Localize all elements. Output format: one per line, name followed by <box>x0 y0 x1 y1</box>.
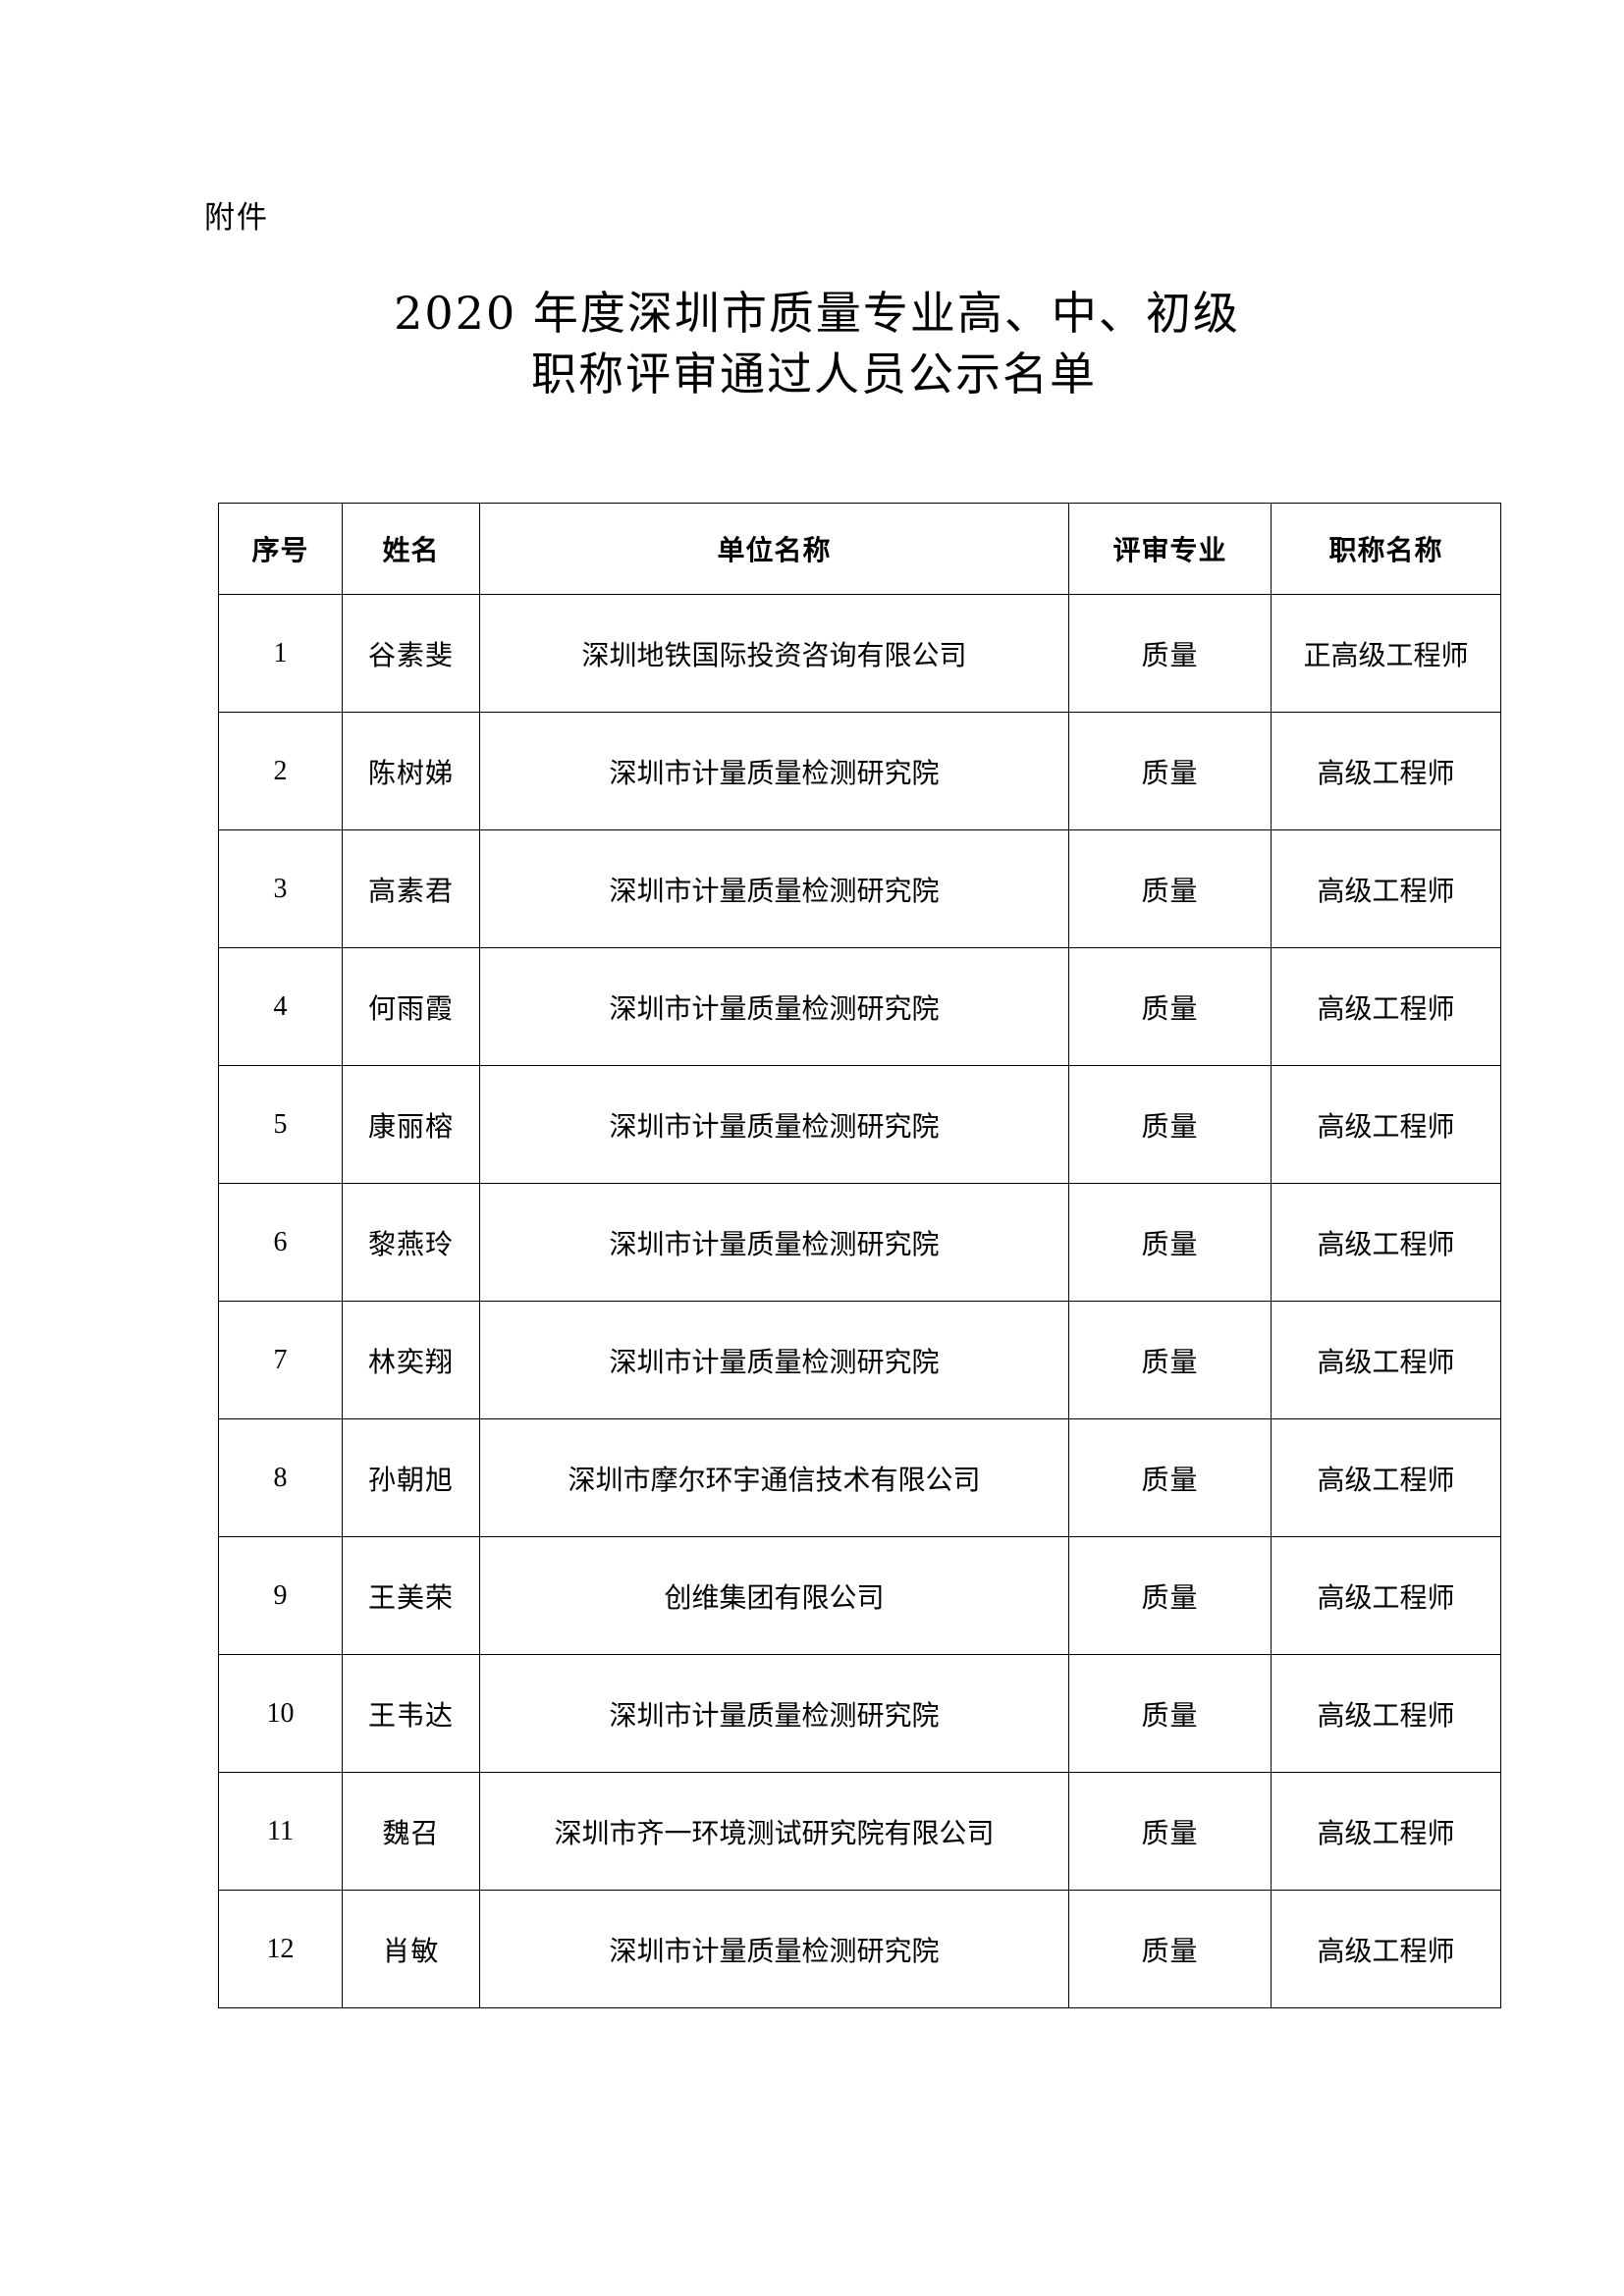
cell-name: 高素君 <box>342 829 480 948</box>
table-row: 7 林奕翔 深圳市计量质量检测研究院 质量 高级工程师 <box>218 1301 1501 1419</box>
cell-name: 林奕翔 <box>342 1301 480 1419</box>
cell-major: 质量 <box>1068 1772 1272 1891</box>
cell-title: 高级工程师 <box>1271 1418 1501 1537</box>
cell-index: 5 <box>218 1065 343 1184</box>
cell-unit: 深圳市计量质量检测研究院 <box>479 829 1069 948</box>
column-header-index: 序号 <box>218 503 343 595</box>
cell-title: 高级工程师 <box>1271 1065 1501 1184</box>
cell-unit: 深圳市计量质量检测研究院 <box>479 1183 1069 1302</box>
roster-table-container: 序号 姓名 单位名称 评审专业 职称名称 1 谷素斐 深圳地铁国际投资咨询有限公司质… <box>218 503 1501 2008</box>
cell-title: 正高级工程师 <box>1271 594 1501 713</box>
column-header-title: 职称名称 <box>1271 503 1501 595</box>
page-title: 2020 年度深圳市质量专业高、中、初级 职称评审通过人员公示名单 <box>0 283 1624 404</box>
cell-major: 质量 <box>1068 1654 1272 1773</box>
cell-unit: 深圳市计量质量检测研究院 <box>479 1301 1069 1419</box>
cell-major: 质量 <box>1068 712 1272 830</box>
cell-name: 孙朝旭 <box>342 1418 480 1537</box>
table-row: 9 王美荣 创维集团有限公司 质量 高级工程师 <box>218 1536 1501 1655</box>
cell-major: 质量 <box>1068 947 1272 1066</box>
page-title-line-1: 2020 年度深圳市质量专业高、中、初级 <box>394 287 1240 340</box>
cell-major: 质量 <box>1068 1890 1272 2008</box>
cell-name: 何雨霞 <box>342 947 480 1066</box>
cell-unit: 深圳市摩尔环宇通信技术有限公司 <box>479 1418 1069 1537</box>
cell-index: 7 <box>218 1301 343 1419</box>
cell-major: 质量 <box>1068 1301 1272 1419</box>
cell-unit: 深圳市计量质量检测研究院 <box>479 1065 1069 1184</box>
column-header-name: 姓名 <box>342 503 480 595</box>
cell-index: 1 <box>218 594 343 713</box>
cell-unit: 深圳市计量质量检测研究院 <box>479 947 1069 1066</box>
cell-title: 高级工程师 <box>1271 1890 1501 2008</box>
column-header-unit: 单位名称 <box>479 503 1069 595</box>
cell-major: 质量 <box>1068 829 1272 948</box>
cell-title: 高级工程师 <box>1271 1536 1501 1655</box>
cell-unit: 深圳地铁国际投资咨询有限公司 <box>479 594 1069 713</box>
cell-major: 质量 <box>1068 1418 1272 1537</box>
table-row: 3 高素君 深圳市计量质量检测研究院 质量 高级工程师 <box>218 829 1501 948</box>
cell-major: 质量 <box>1068 1536 1272 1655</box>
cell-index: 6 <box>218 1183 343 1302</box>
table-header: 序号 姓名 单位名称 评审专业 职称名称 <box>218 503 1501 595</box>
cell-name: 康丽榕 <box>342 1065 480 1184</box>
cell-unit: 深圳市齐一环境测试研究院有限公司 <box>479 1772 1069 1891</box>
cell-index: 2 <box>218 712 343 830</box>
roster-table: 序号 姓名 单位名称 评审专业 职称名称 1 谷素斐 深圳地铁国际投资咨询有限公司质… <box>218 503 1501 2008</box>
cell-unit: 深圳市计量质量检测研究院 <box>479 712 1069 830</box>
cell-title: 高级工程师 <box>1271 1772 1501 1891</box>
cell-title: 高级工程师 <box>1271 1183 1501 1302</box>
cell-index: 9 <box>218 1536 343 1655</box>
table-row: 12 肖敏 深圳市计量质量检测研究院 质量 高级工程师 <box>218 1890 1501 2008</box>
cell-major: 质量 <box>1068 1065 1272 1184</box>
cell-title: 高级工程师 <box>1271 829 1501 948</box>
table-body: 1 谷素斐 深圳地铁国际投资咨询有限公司 质量 正高级工程师 2 陈树娣 深圳市计量质量检测研… <box>218 594 1501 2008</box>
cell-unit: 深圳市计量质量检测研究院 <box>479 1654 1069 1773</box>
cell-name: 黎燕玲 <box>342 1183 480 1302</box>
table-row: 10 王韦达 深圳市计量质量检测研究院 质量 高级工程师 <box>218 1654 1501 1773</box>
column-header-major: 评审专业 <box>1068 503 1272 595</box>
cell-name: 谷素斐 <box>342 594 480 713</box>
table-row: 1 谷素斐 深圳地铁国际投资咨询有限公司 质量 正高级工程师 <box>218 594 1501 713</box>
attachment-label: 附件 <box>204 200 269 235</box>
table-row: 5 康丽榕 深圳市计量质量检测研究院 质量 高级工程师 <box>218 1065 1501 1184</box>
cell-name: 魏召 <box>342 1772 480 1891</box>
table-row: 6 黎燕玲 深圳市计量质量检测研究院 质量 高级工程师 <box>218 1183 1501 1302</box>
cell-unit: 创维集团有限公司 <box>479 1536 1069 1655</box>
cell-index: 8 <box>218 1418 343 1537</box>
table-row: 8 孙朝旭 深圳市摩尔环宇通信技术有限公司 质量 高级工程师 <box>218 1418 1501 1537</box>
cell-title: 高级工程师 <box>1271 712 1501 830</box>
cell-name: 王美荣 <box>342 1536 480 1655</box>
cell-major: 质量 <box>1068 594 1272 713</box>
cell-index: 10 <box>218 1654 343 1773</box>
cell-index: 11 <box>218 1772 343 1891</box>
cell-index: 3 <box>218 829 343 948</box>
cell-name: 王韦达 <box>342 1654 480 1773</box>
cell-title: 高级工程师 <box>1271 1301 1501 1419</box>
table-row: 2 陈树娣 深圳市计量质量检测研究院 质量 高级工程师 <box>218 712 1501 830</box>
table-row: 11 魏召 深圳市齐一环境测试研究院有限公司 质量 高级工程师 <box>218 1772 1501 1891</box>
page-title-line-2: 职称评审通过人员公示名单 <box>531 347 1097 400</box>
cell-title: 高级工程师 <box>1271 947 1501 1066</box>
cell-index: 4 <box>218 947 343 1066</box>
cell-title: 高级工程师 <box>1271 1654 1501 1773</box>
table-row: 4 何雨霞 深圳市计量质量检测研究院 质量 高级工程师 <box>218 947 1501 1066</box>
cell-unit: 深圳市计量质量检测研究院 <box>479 1890 1069 2008</box>
cell-major: 质量 <box>1068 1183 1272 1302</box>
cell-index: 12 <box>218 1890 343 2008</box>
cell-name: 陈树娣 <box>342 712 480 830</box>
table-header-row: 序号 姓名 单位名称 评审专业 职称名称 <box>218 503 1501 595</box>
cell-name: 肖敏 <box>342 1890 480 2008</box>
